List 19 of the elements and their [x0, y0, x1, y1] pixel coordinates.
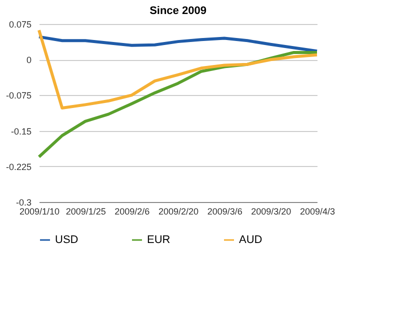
- chart-title: Since 2009: [150, 5, 206, 17]
- legend-label: AUD: [239, 234, 262, 246]
- line-series: [38, 35, 318, 53]
- x-tick-label: 2009/4/3: [300, 206, 336, 216]
- y-tick-label: -0.075: [6, 90, 32, 101]
- x-tick-label: 2009/1/10: [19, 206, 60, 216]
- y-tick-label: 0.075: [8, 20, 32, 30]
- x-tick-label: 2009/3/6: [207, 206, 242, 216]
- line-series: [38, 28, 318, 110]
- y-tick-label: -0.3: [16, 198, 32, 208]
- y-tick-label: -0.225: [6, 162, 32, 172]
- y-tick-label: 0: [26, 55, 32, 66]
- legend-label: USD: [55, 234, 78, 246]
- legend-label: EUR: [147, 234, 170, 246]
- x-tick-label: 2009/2/6: [114, 206, 150, 216]
- y-tick-label: -0.15: [10, 126, 32, 136]
- x-tick-label: 2009/1/25: [66, 206, 106, 216]
- x-tick-label: 2009/3/20: [251, 206, 292, 216]
- x-tick-label: 2009/2/20: [158, 206, 199, 216]
